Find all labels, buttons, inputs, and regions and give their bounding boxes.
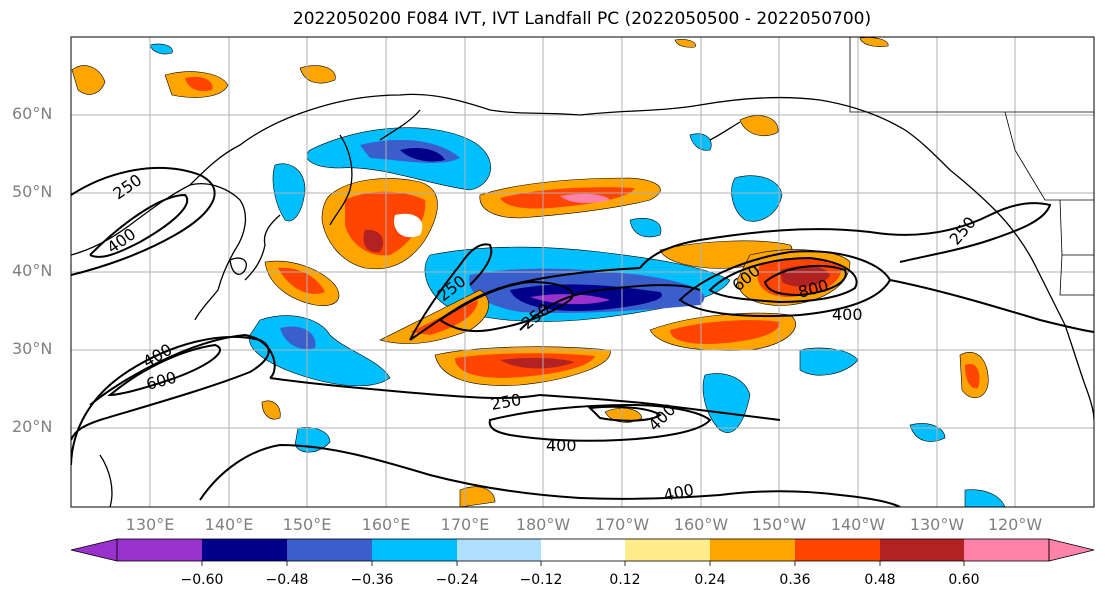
colorbar-segment [287,539,372,561]
colorbar-segment [795,539,880,561]
lon-label: 160°W [673,515,729,534]
colorbar-segment [202,539,287,561]
colorbar-segment [541,539,625,561]
colorbar-tick-label: −0.24 [435,572,479,588]
lat-label: 60°N [12,104,53,123]
colorbar-tick-label: −0.60 [180,572,224,588]
lon-label: 140°W [830,515,886,534]
colorbar [70,538,1095,566]
lon-label: 130°W [909,515,965,534]
colorbar-segment [117,539,202,561]
lon-label: 170°W [594,515,650,534]
lon-label: 120°W [987,515,1043,534]
contour-label: 400 [832,305,863,324]
colorbar-extend-max [1048,538,1095,562]
colorbar-segment [457,539,541,561]
ivt-contours [71,166,1094,507]
map-area [71,37,1094,507]
colorbar-tick-label: −0.36 [350,572,394,588]
colorbar-tick-label: 0.24 [694,572,726,588]
lat-label: 40°N [12,261,53,280]
lat-label: 30°N [12,339,53,358]
lon-label: 170°E [440,515,490,534]
colorbar-segment [964,539,1049,561]
political-boundaries [849,37,1094,296]
colorbar-segment [625,539,710,561]
lon-label: 140°E [204,515,254,534]
colorbar-segment [710,539,795,561]
colorbar-extend-min [70,538,118,562]
lon-label: 130°E [125,515,175,534]
colorbar-tick-label: −0.48 [265,572,309,588]
colorbar-segment [880,539,964,561]
map-title: 2022050200 F084 IVT, IVT Landfall PC (20… [292,9,872,29]
lat-label: 50°N [12,182,53,201]
colorbar-tick-label: 0.12 [609,572,641,588]
lon-label: 160°E [361,515,411,534]
lon-label: 150°E [282,515,332,534]
colorbar-tick-label: −0.12 [519,572,563,588]
lat-label: 20°N [12,417,53,436]
colorbar-tick-label: 0.36 [779,572,811,588]
lon-label: 180°W [515,515,571,534]
lon-label: 150°W [751,515,807,534]
contour-label: 400 [546,436,577,455]
colorbar-tick-label: 0.60 [948,572,980,588]
colorbar-segment [372,539,457,561]
colorbar-tick-label: 0.48 [864,572,896,588]
positive-anomaly-fields [71,37,989,507]
